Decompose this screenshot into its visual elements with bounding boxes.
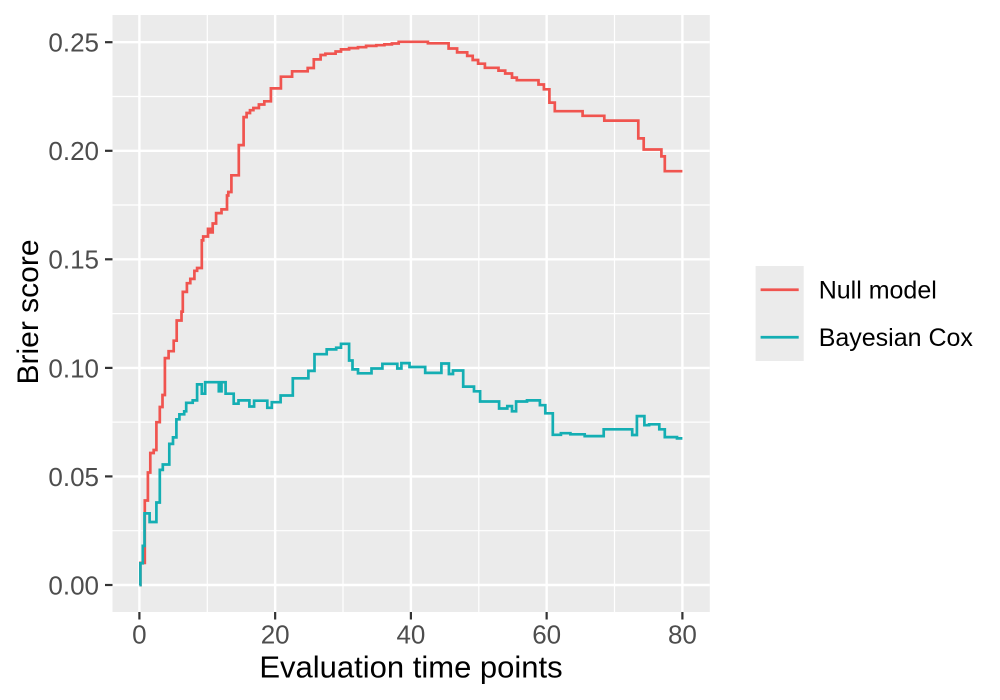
svg-text:0.10: 0.10	[48, 353, 99, 383]
svg-text:Evaluation time points: Evaluation time points	[259, 650, 562, 685]
svg-text:0: 0	[132, 620, 146, 650]
svg-text:0.15: 0.15	[48, 245, 99, 275]
svg-text:80: 80	[668, 620, 697, 650]
svg-text:Null model: Null model	[819, 277, 937, 305]
svg-text:0.20: 0.20	[48, 136, 99, 166]
svg-text:0.25: 0.25	[48, 28, 99, 58]
svg-text:Bayesian Cox: Bayesian Cox	[819, 324, 974, 352]
svg-text:Brier score: Brier score	[12, 239, 45, 384]
svg-text:20: 20	[261, 620, 290, 650]
svg-text:40: 40	[396, 620, 425, 650]
svg-text:60: 60	[532, 620, 561, 650]
svg-text:0.00: 0.00	[48, 570, 99, 600]
svg-text:0.05: 0.05	[48, 462, 99, 492]
